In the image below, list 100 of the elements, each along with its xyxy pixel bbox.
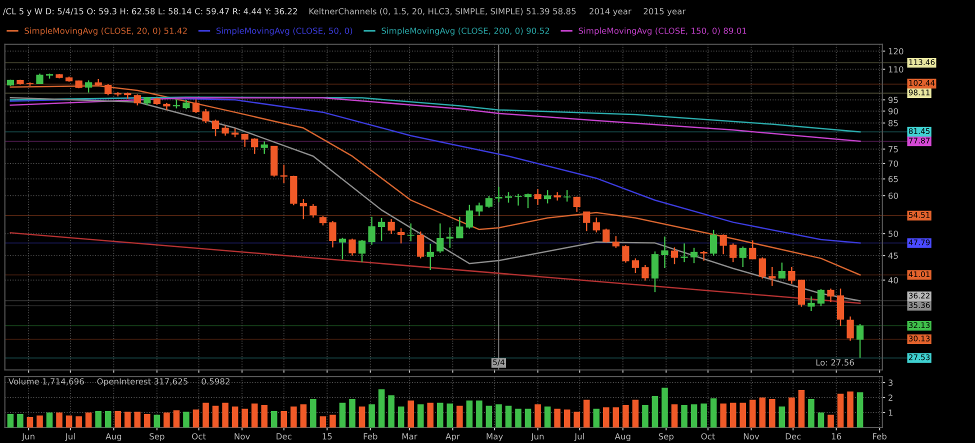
candlestick [856, 323, 864, 358]
bar [300, 404, 307, 428]
candlestick [846, 316, 854, 342]
bar [476, 400, 482, 428]
bar [388, 395, 394, 428]
candlestick [778, 262, 786, 279]
candlestick [632, 258, 640, 274]
candlestick [36, 73, 44, 84]
candlestick [476, 202, 483, 217]
candlestick [836, 288, 844, 327]
candlestick [388, 218, 395, 235]
candlestick [310, 203, 317, 218]
bar [856, 392, 864, 428]
bar [456, 406, 463, 428]
bar [622, 405, 629, 428]
bar [437, 402, 444, 428]
candlestick [749, 240, 756, 260]
bar [417, 404, 424, 428]
bar [759, 398, 766, 428]
y-tick-label: 45 [888, 252, 898, 259]
bar [788, 398, 795, 428]
candlestick [436, 222, 444, 254]
text: 2015 year [644, 8, 686, 16]
bar [154, 414, 160, 428]
bar [192, 410, 200, 428]
x-tick-label: Nov [744, 433, 760, 440]
bar [710, 398, 717, 428]
bar [339, 402, 346, 428]
bar [446, 404, 454, 428]
candlestick [456, 216, 464, 238]
bar [564, 410, 570, 428]
bar [740, 402, 746, 428]
bar [95, 411, 102, 428]
bar [114, 411, 122, 428]
candlestick [368, 216, 376, 246]
y-tick-label: 40 [888, 277, 898, 284]
legend-label: SimpleMovingAvg (CLOSE, 200, 0) 90.52 [382, 27, 550, 36]
candlestick [329, 220, 336, 248]
candlestick [642, 264, 649, 282]
bar [612, 407, 620, 428]
bar [251, 404, 258, 428]
x-tick-label: Sep [150, 433, 164, 442]
bar [76, 416, 82, 428]
x-tick-label: Jul [64, 433, 75, 442]
annotation: OpenInterest 317,625 [97, 378, 188, 386]
annotation: Lo: 27.56 [816, 359, 854, 366]
bar [330, 414, 336, 428]
bar [17, 414, 24, 428]
bar [818, 412, 824, 428]
candlestick [573, 196, 580, 212]
bar [66, 416, 72, 428]
bar [778, 406, 786, 428]
candlestick [514, 193, 522, 206]
candlestick [504, 192, 512, 204]
bar [603, 407, 610, 428]
x-tick-label: Feb [364, 433, 378, 440]
bar [700, 404, 707, 428]
bar [720, 404, 726, 428]
candlestick [104, 83, 112, 96]
line-series [10, 96, 861, 133]
candlestick [592, 216, 600, 233]
bar [183, 412, 190, 428]
y-tick-label: 90 [888, 108, 898, 114]
x-tick-label: 16 [832, 433, 842, 440]
bar [534, 404, 541, 428]
candlestick [398, 228, 405, 244]
bar [427, 402, 434, 428]
candlestick [758, 256, 766, 280]
y-tick-label: 65 [888, 176, 898, 182]
bar [270, 411, 278, 428]
bar [36, 416, 43, 428]
bar [173, 410, 180, 428]
candlestick [564, 189, 571, 202]
candlestick [251, 138, 258, 154]
candlestick [378, 217, 386, 242]
bar [378, 389, 385, 428]
candlestick [788, 266, 796, 284]
candlestick [466, 204, 473, 230]
bar [690, 404, 698, 428]
annotation: 0.5982 [202, 378, 230, 385]
bar [828, 414, 834, 428]
y-tick-label: 120 [888, 48, 904, 54]
y-tick-label: 85 [888, 120, 898, 126]
candlestick [85, 80, 92, 94]
line-series [10, 97, 861, 142]
y-tick-label: 2 [888, 394, 892, 401]
bar [408, 400, 414, 428]
candlestick [680, 242, 688, 263]
bar [164, 412, 170, 428]
annotation: Volume 1,714,696 [8, 378, 84, 386]
x-tick-label: Aug [614, 433, 630, 442]
chart-title: /CL 5 y W D: 5/4/15 O: 59.3 H: 62.58 L: 58.14 C: 59.47 R: 4.44 Y: 36.22 [2, 8, 297, 16]
bar [593, 408, 600, 428]
bar [642, 405, 648, 428]
candlestick [319, 215, 327, 226]
x-tick-label: Jun [530, 433, 544, 442]
candlestick [661, 236, 668, 269]
text: 2014 year [590, 8, 632, 16]
candlestick [817, 288, 825, 307]
candlestick [358, 239, 366, 263]
